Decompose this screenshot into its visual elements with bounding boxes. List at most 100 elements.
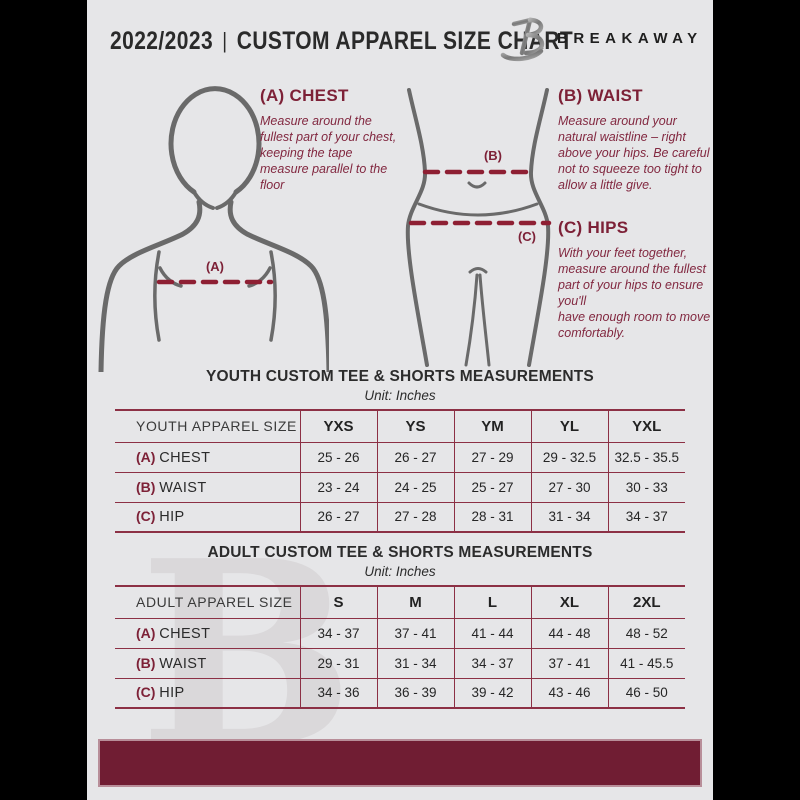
row-name: CHEST bbox=[159, 625, 211, 642]
adult-section: ADULT CUSTOM TEE & SHORTS MEASUREMENTS U… bbox=[87, 544, 713, 709]
instruction-chest: (A) CHEST Measure around the fullest par… bbox=[260, 86, 400, 193]
row-letter: (B) bbox=[136, 654, 156, 671]
row-label: (C) HIP bbox=[115, 502, 300, 532]
cell: 32.5 - 35.5 bbox=[607, 442, 685, 472]
cell: 30 - 33 bbox=[607, 472, 685, 502]
adult-section-title: ADULT CUSTOM TEE & SHORTS MEASUREMENTS bbox=[207, 544, 593, 561]
jaw-right bbox=[215, 190, 238, 210]
column-header: S bbox=[299, 586, 377, 618]
leg-line-right bbox=[478, 273, 491, 367]
breakaway-logo-icon bbox=[500, 17, 545, 62]
row-letter: (B) bbox=[136, 478, 156, 495]
table-row-chest: (A) CHEST 34 - 37 37 - 41 41 - 44 44 - 4… bbox=[115, 618, 685, 648]
cell: 43 - 46 bbox=[530, 678, 608, 708]
chest-figure-diagram: (A) bbox=[98, 86, 329, 372]
column-header: YXL bbox=[607, 410, 685, 442]
table-header-row: YOUTH APPAREL SIZE YXS YS YM YL YXL bbox=[115, 410, 685, 442]
measurement-label-a: (A) bbox=[206, 259, 224, 274]
cell: 26 - 27 bbox=[376, 442, 454, 472]
cell: 27 - 30 bbox=[530, 472, 608, 502]
cell: 31 - 34 bbox=[530, 502, 608, 532]
row-letter: (C) bbox=[136, 508, 156, 525]
season-label: 2022/2023 bbox=[110, 27, 214, 55]
brand-name: BREAKAWAY bbox=[557, 29, 703, 47]
measurement-label-c: (C) bbox=[518, 229, 536, 244]
instruction-waist-text: Measure around your natural waistline – … bbox=[558, 114, 710, 192]
waist-hips-figure-diagram: (B) (C) bbox=[405, 88, 552, 367]
row-label: (C) HIP bbox=[115, 678, 300, 708]
row-name: WAIST bbox=[159, 655, 207, 672]
hip-curve bbox=[417, 202, 539, 217]
row-label: (A) CHEST bbox=[115, 618, 300, 648]
cell: 34 - 36 bbox=[299, 678, 377, 708]
cell: 25 - 26 bbox=[299, 442, 377, 472]
cell: 37 - 41 bbox=[530, 648, 608, 678]
brand-lockup: BREAKAWAY bbox=[499, 12, 703, 64]
column-header: 2XL bbox=[607, 586, 685, 618]
measurement-label-b: (B) bbox=[484, 148, 502, 163]
row-label: (A) CHEST bbox=[115, 442, 300, 472]
cell: 37 - 41 bbox=[376, 618, 454, 648]
crotch-curve bbox=[468, 267, 488, 274]
row-letter: (C) bbox=[136, 684, 156, 701]
cell: 27 - 29 bbox=[453, 442, 531, 472]
row-letter: (A) bbox=[136, 448, 156, 465]
head-outline bbox=[168, 86, 262, 195]
row-name: WAIST bbox=[159, 479, 207, 496]
cell: 34 - 37 bbox=[453, 648, 531, 678]
cell: 28 - 31 bbox=[453, 502, 531, 532]
footer-bar bbox=[98, 739, 702, 787]
column-header: M bbox=[376, 586, 454, 618]
row-name: HIP bbox=[159, 509, 185, 526]
table-row-chest: (A) CHEST 25 - 26 26 - 27 27 - 29 29 - 3… bbox=[115, 442, 685, 472]
cell: 24 - 25 bbox=[376, 472, 454, 502]
cell: 25 - 27 bbox=[453, 472, 531, 502]
cell: 34 - 37 bbox=[299, 618, 377, 648]
cell: 41 - 44 bbox=[453, 618, 531, 648]
shoulder-right bbox=[227, 199, 329, 372]
cell: 44 - 48 bbox=[530, 618, 608, 648]
shoulder-left bbox=[98, 199, 203, 372]
youth-size-table: YOUTH APPAREL SIZE YXS YS YM YL YXL (A) … bbox=[115, 409, 685, 533]
torso-side-left bbox=[405, 88, 429, 367]
instruction-waist-heading: (B) WAIST bbox=[558, 86, 643, 105]
cell: 31 - 34 bbox=[376, 648, 454, 678]
cell: 41 - 45.5 bbox=[607, 648, 685, 678]
flyer-page: 2022/2023 | CUSTOM APPAREL SIZE CHART bbox=[87, 0, 713, 800]
header-title: 2022/2023 | CUSTOM APPAREL SIZE CHART bbox=[110, 27, 573, 56]
cell: 34 - 37 bbox=[607, 502, 685, 532]
column-header: YXS bbox=[299, 410, 377, 442]
title-divider: | bbox=[222, 27, 228, 53]
table-row-waist: (B) WAIST 29 - 31 31 - 34 34 - 37 37 - 4… bbox=[115, 648, 685, 678]
youth-section-title: YOUTH CUSTOM TEE & SHORTS MEASUREMENTS bbox=[206, 368, 594, 385]
column-header: YM bbox=[453, 410, 531, 442]
row-name: CHEST bbox=[159, 449, 211, 466]
row-label: (B) WAIST bbox=[115, 472, 300, 502]
table-row-waist: (B) WAIST 23 - 24 24 - 25 25 - 27 27 - 3… bbox=[115, 472, 685, 502]
cell: 29 - 31 bbox=[299, 648, 377, 678]
table-row-hip: (C) HIP 26 - 27 27 - 28 28 - 31 31 - 34 … bbox=[115, 502, 685, 532]
table-row-hip: (C) HIP 34 - 36 36 - 39 39 - 42 43 - 46 … bbox=[115, 678, 685, 708]
row-letter: (A) bbox=[136, 624, 156, 641]
youth-section: YOUTH CUSTOM TEE & SHORTS MEASUREMENTS U… bbox=[87, 368, 713, 533]
column-header: YS bbox=[376, 410, 454, 442]
cell: 27 - 28 bbox=[376, 502, 454, 532]
column-header: XL bbox=[530, 586, 608, 618]
cell: 23 - 24 bbox=[299, 472, 377, 502]
youth-unit-label: Unit: Inches bbox=[364, 388, 436, 403]
instruction-waist: (B) WAIST Measure around your natural wa… bbox=[558, 86, 710, 193]
armpit-right bbox=[269, 250, 277, 342]
leg-line-left bbox=[464, 273, 479, 367]
instruction-chest-heading: (A) CHEST bbox=[260, 86, 349, 105]
jaw-left bbox=[192, 190, 215, 210]
row-name: HIP bbox=[159, 685, 185, 702]
instruction-hips-heading: (C) HIPS bbox=[558, 218, 629, 237]
navel-mark bbox=[467, 181, 487, 189]
column-header: L bbox=[453, 586, 531, 618]
cell: 36 - 39 bbox=[376, 678, 454, 708]
cell: 46 - 50 bbox=[607, 678, 685, 708]
cell: 48 - 52 bbox=[607, 618, 685, 648]
column-header-size: YOUTH APPAREL SIZE bbox=[136, 418, 297, 435]
adult-size-table: ADULT APPAREL SIZE S M L XL 2XL (A) CHES… bbox=[115, 585, 685, 709]
